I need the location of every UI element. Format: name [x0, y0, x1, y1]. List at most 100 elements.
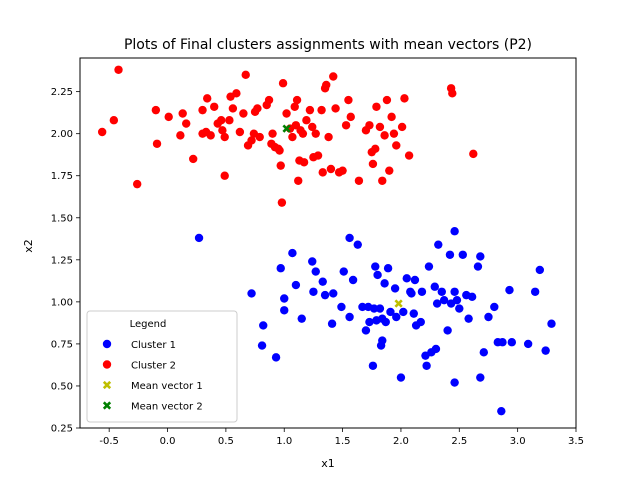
data-point	[329, 72, 338, 81]
mean-vector-marker	[282, 124, 291, 133]
chart-title: Plots of Final clusters assignments with…	[124, 37, 532, 53]
data-point	[375, 122, 385, 132]
x-tick-label: 0.0	[160, 436, 176, 447]
data-point	[365, 317, 374, 327]
data-point	[288, 248, 297, 258]
data-point	[311, 267, 320, 276]
data-point	[339, 267, 348, 276]
y-tick-label: 1.50	[51, 213, 73, 224]
data-point	[276, 264, 285, 273]
data-point	[318, 277, 327, 286]
data-point	[400, 94, 409, 103]
y-tick-label: 2.25	[51, 87, 73, 98]
data-point	[368, 159, 378, 169]
data-point	[109, 116, 119, 125]
data-point	[324, 132, 333, 142]
x-axis-title: x1	[321, 457, 335, 470]
legend-entry-label: Mean vector 1	[131, 381, 203, 392]
data-point	[386, 307, 395, 317]
data-point	[361, 326, 371, 335]
data-point	[476, 252, 485, 261]
data-point	[308, 122, 317, 132]
data-point	[448, 89, 457, 98]
data-point	[198, 105, 207, 115]
data-point	[344, 95, 353, 105]
data-point	[389, 129, 399, 138]
y-axis: 0.25 0.50 0.75 1.00 1.25 1.50 1.75 2.00 2.25	[51, 87, 80, 435]
data-point	[331, 104, 340, 113]
data-point	[354, 176, 364, 185]
series-mean-vector-1	[394, 299, 403, 308]
legend-marker	[102, 339, 112, 349]
legend-title: Legend	[130, 319, 167, 330]
data-point	[450, 378, 459, 387]
y-tick-label: 1.00	[51, 297, 73, 308]
data-point	[232, 89, 241, 98]
data-point	[317, 105, 326, 115]
data-point	[369, 304, 379, 313]
data-point	[378, 176, 387, 185]
data-point	[178, 109, 187, 118]
data-point	[452, 295, 462, 305]
data-points	[97, 65, 556, 416]
data-point	[402, 274, 411, 283]
series-cluster-2	[97, 65, 478, 207]
legend-marker	[102, 380, 112, 390]
data-point	[365, 121, 374, 130]
data-point	[152, 139, 162, 148]
data-point	[318, 168, 327, 177]
data-point	[294, 176, 303, 185]
data-point	[114, 65, 123, 74]
data-point	[345, 312, 354, 322]
data-point	[280, 306, 289, 315]
data-point	[97, 127, 107, 137]
data-point	[458, 250, 467, 259]
data-point	[206, 131, 215, 140]
data-point	[507, 338, 517, 347]
data-point	[182, 119, 191, 128]
data-point	[299, 158, 309, 167]
data-point	[373, 270, 382, 280]
data-point	[278, 79, 288, 88]
data-point	[467, 292, 477, 302]
x-tick-label: 1.5	[335, 436, 351, 447]
data-point	[387, 112, 396, 122]
data-point	[268, 129, 277, 138]
data-point	[424, 262, 434, 271]
plot-area-frame	[79, 57, 577, 429]
legend-marker	[102, 401, 112, 410]
data-point	[327, 319, 337, 328]
data-point	[259, 321, 268, 330]
data-point	[341, 121, 351, 130]
data-point	[476, 373, 485, 382]
data-point	[291, 280, 301, 290]
data-point	[378, 336, 387, 345]
data-point	[371, 144, 380, 154]
data-point	[348, 275, 358, 285]
data-point	[322, 80, 331, 90]
data-point	[308, 257, 317, 266]
y-axis-title: x2	[22, 239, 35, 253]
data-point	[298, 129, 308, 138]
x-tick-label: -0.5	[99, 436, 119, 447]
legend-marker	[102, 360, 112, 369]
data-point	[473, 262, 483, 271]
data-point	[220, 132, 229, 142]
x-tick-label: 1.0	[276, 436, 292, 447]
data-point	[417, 287, 427, 296]
data-point	[455, 304, 464, 313]
data-point	[346, 112, 355, 122]
data-point	[305, 105, 315, 115]
data-point	[338, 166, 347, 175]
data-point	[416, 317, 425, 327]
data-point	[404, 151, 414, 160]
x-tick-label: 0.5	[218, 436, 234, 447]
x-axis: -0.5 0.0 0.5 1.0 1.5 2.0 2.5 3.0 3.5	[99, 428, 584, 447]
data-point	[176, 131, 185, 140]
data-point	[479, 348, 489, 357]
data-point	[422, 361, 431, 370]
data-point	[505, 285, 514, 295]
data-point	[430, 282, 439, 291]
data-point	[257, 341, 267, 350]
data-point	[275, 146, 284, 155]
